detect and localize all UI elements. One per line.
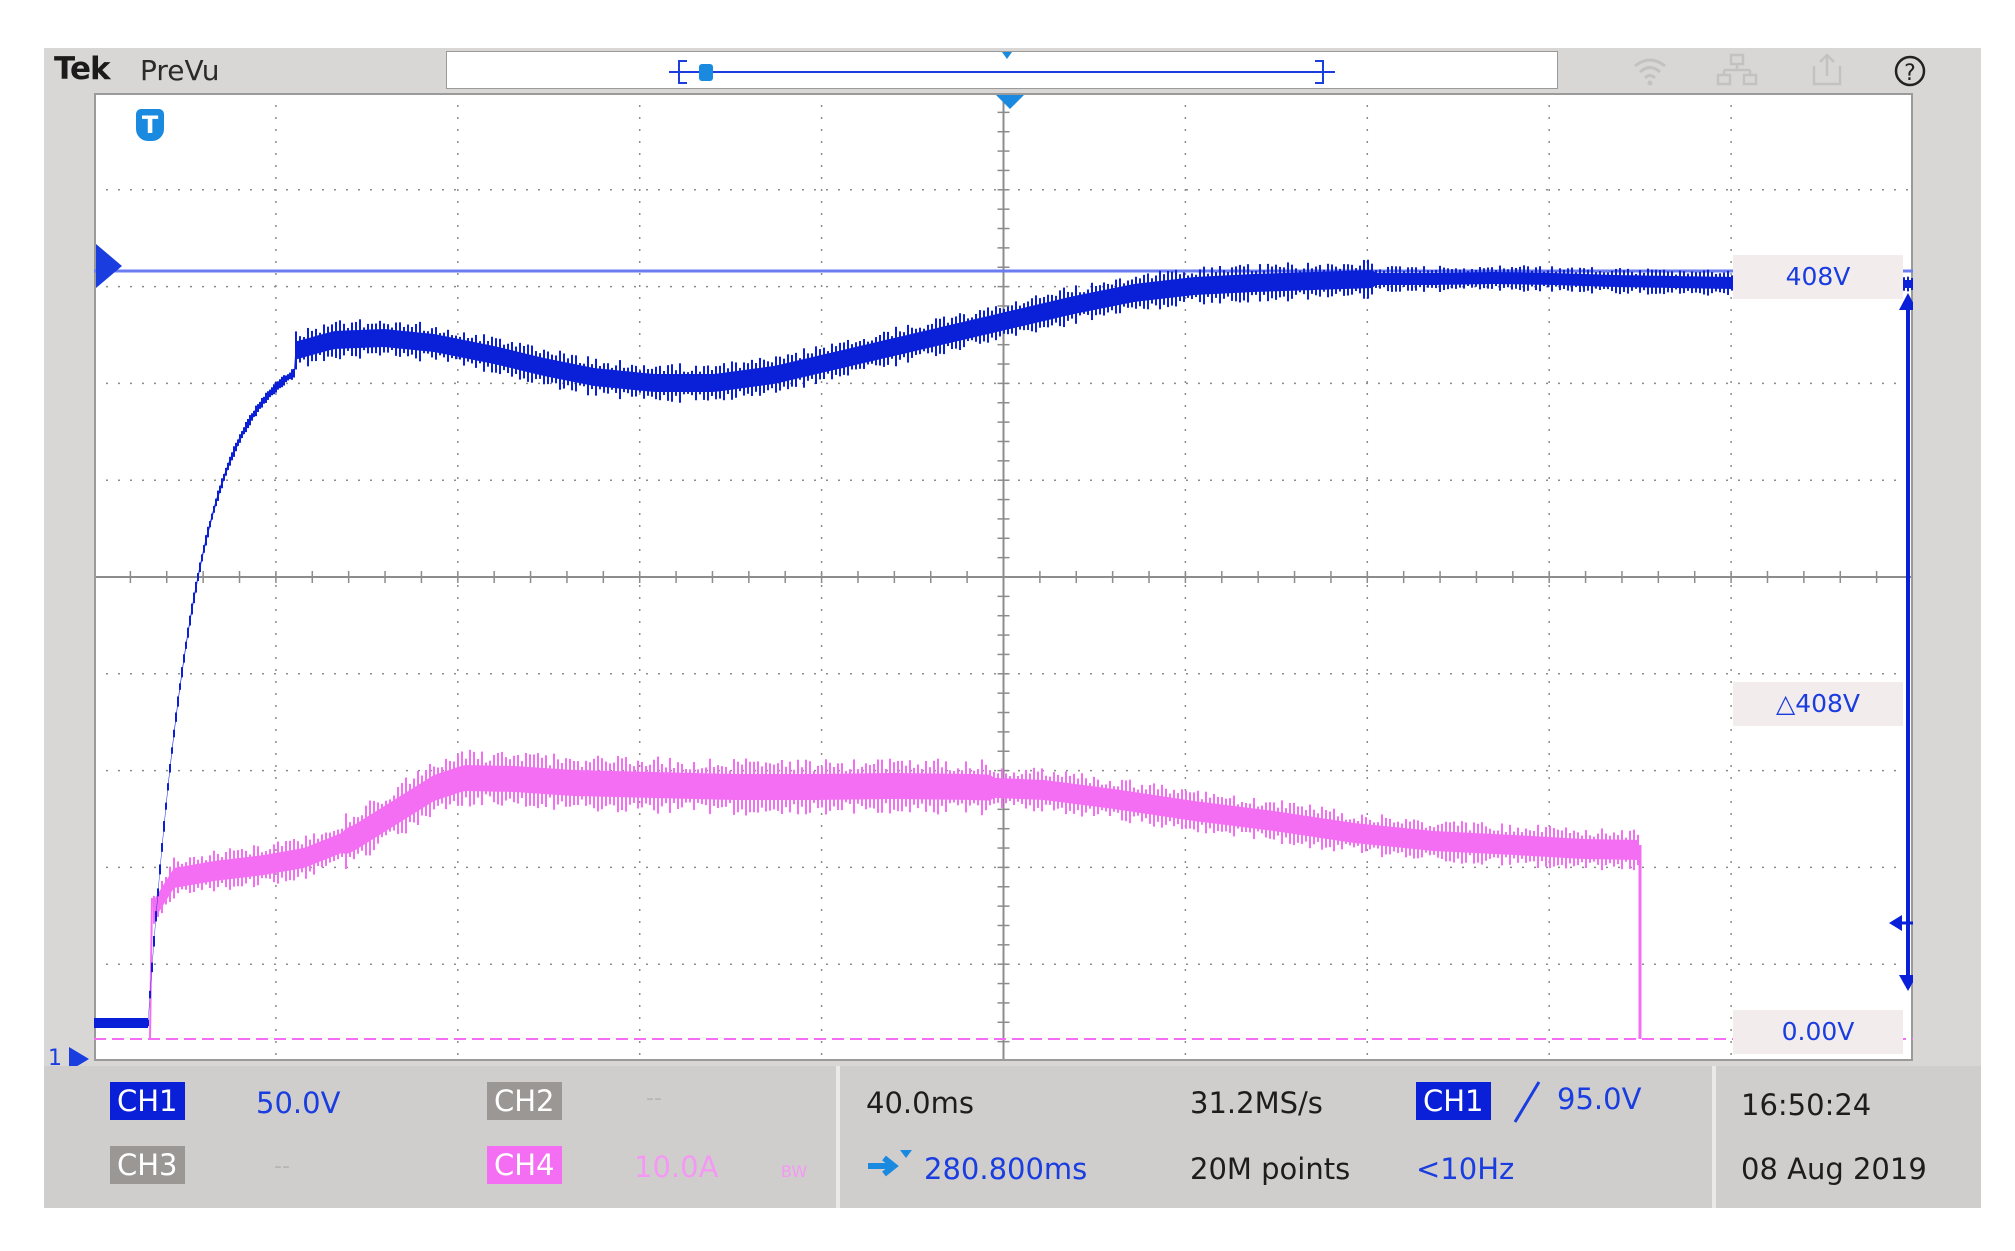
network-icon[interactable]	[1714, 50, 1760, 90]
cursor-readout-upper: 408V	[1733, 255, 1903, 299]
ch2-scale: --	[646, 1086, 662, 1111]
ch2-button[interactable]: CH2	[487, 1082, 562, 1120]
oscilloscope-display: Tek PreVu	[44, 48, 1981, 1208]
export-icon[interactable]	[1804, 50, 1850, 90]
horizontal-position-icon	[866, 1146, 914, 1190]
wifi-icon[interactable]	[1627, 50, 1673, 90]
clock-date: 08 Aug 2019	[1741, 1152, 1927, 1186]
status-bar: CH1 50.0V CH2 -- CH3 -- CH4 10.0A BW 40.…	[44, 1066, 1981, 1208]
waveform-overview[interactable]	[446, 51, 1558, 89]
ch3-scale: --	[274, 1154, 290, 1179]
trigger-frequency: <10Hz	[1416, 1152, 1514, 1186]
cursor-readout-lower: 0.00V	[1733, 1010, 1903, 1054]
waveform-graticule[interactable]: T 408V △408V 0.00V	[94, 93, 1913, 1061]
status-separator	[836, 1066, 840, 1208]
overview-position-marker	[1002, 52, 1012, 59]
ch1-pretrigger	[94, 1018, 148, 1028]
voltage-cursor	[1899, 293, 1913, 991]
ch4-button[interactable]: CH4	[487, 1146, 562, 1184]
status-separator	[1712, 1066, 1716, 1208]
trigger-position-badge[interactable]: T	[136, 109, 164, 141]
rising-edge-icon	[1513, 1080, 1541, 1128]
horizontal-position-marker	[996, 95, 1024, 109]
trigger-source[interactable]: CH1	[1416, 1082, 1491, 1120]
help-icon[interactable]: ?	[1887, 50, 1933, 90]
trigger-level[interactable]: 95.0V	[1557, 1082, 1641, 1116]
clock-time: 16:50:24	[1741, 1088, 1871, 1122]
horizontal-scale[interactable]: 40.0ms	[866, 1086, 974, 1120]
acquisition-mode-label: PreVu	[140, 54, 220, 87]
ch3-button[interactable]: CH3	[110, 1146, 185, 1184]
overview-trigger-marker	[699, 64, 713, 81]
record-length: 20M points	[1190, 1152, 1350, 1186]
ch1-scale[interactable]: 50.0V	[256, 1086, 340, 1120]
ch4-trace	[154, 765, 1638, 920]
ch1-button[interactable]: CH1	[110, 1082, 185, 1120]
cursor-readout-delta: △408V	[1733, 682, 1903, 726]
brand-logo: Tek	[54, 51, 110, 87]
sample-rate: 31.2MS/s	[1190, 1086, 1323, 1120]
ch4-bandwidth-limit-icon: BW	[781, 1162, 807, 1181]
top-bar: Tek PreVu	[44, 48, 1981, 93]
horizontal-position[interactable]: 280.800ms	[924, 1152, 1087, 1186]
svg-text:?: ?	[1904, 61, 1916, 86]
ch1-offset-marker[interactable]	[96, 244, 122, 288]
ch4-scale[interactable]: 10.0A	[634, 1150, 718, 1184]
